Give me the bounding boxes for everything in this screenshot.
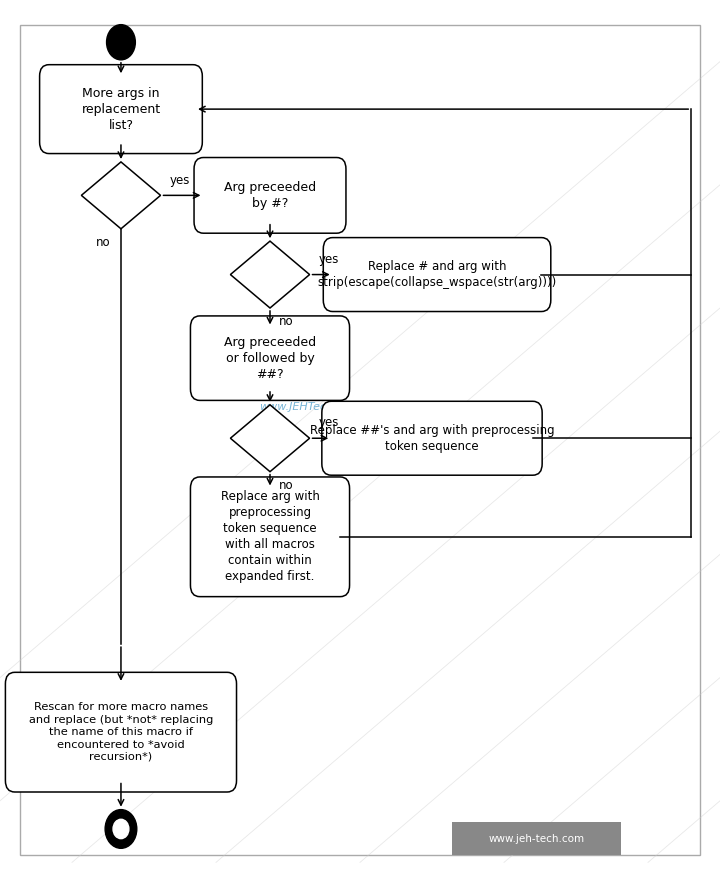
FancyBboxPatch shape — [40, 65, 202, 153]
FancyBboxPatch shape — [190, 477, 349, 597]
Text: www.jeh-tech.com: www.jeh-tech.com — [488, 833, 585, 844]
FancyBboxPatch shape — [190, 316, 349, 400]
Text: yes: yes — [318, 416, 338, 429]
FancyBboxPatch shape — [452, 822, 621, 855]
Text: www.JEHTech.com: www.JEHTech.com — [259, 401, 360, 412]
Text: More args in
replacement
list?: More args in replacement list? — [81, 86, 161, 132]
Text: Arg preceeded
or followed by
##?: Arg preceeded or followed by ##? — [224, 335, 316, 381]
Text: Replace ##'s and arg with preprocessing
token sequence: Replace ##'s and arg with preprocessing … — [310, 424, 554, 452]
FancyBboxPatch shape — [323, 238, 551, 312]
Text: no: no — [279, 479, 293, 492]
Polygon shape — [230, 241, 310, 308]
Polygon shape — [230, 405, 310, 472]
Text: Replace arg with
preprocessing
token sequence
with all macros
contain within
exp: Replace arg with preprocessing token seq… — [220, 490, 320, 583]
FancyBboxPatch shape — [322, 401, 542, 475]
Circle shape — [107, 25, 135, 60]
Text: Rescan for more macro names
and replace (but *not* replacing
the name of this ma: Rescan for more macro names and replace … — [29, 702, 213, 762]
Text: yes: yes — [169, 173, 189, 187]
Text: no: no — [96, 236, 110, 249]
Text: no: no — [279, 315, 293, 328]
FancyBboxPatch shape — [194, 158, 346, 233]
Text: Replace # and arg with
strip(escape(collapse_wspace(str(arg)))): Replace # and arg with strip(escape(coll… — [318, 260, 557, 289]
Text: yes: yes — [318, 253, 338, 266]
FancyBboxPatch shape — [6, 672, 236, 792]
Circle shape — [113, 819, 129, 839]
Polygon shape — [81, 162, 161, 229]
Circle shape — [105, 810, 137, 848]
Text: Arg preceeded
by #?: Arg preceeded by #? — [224, 181, 316, 209]
